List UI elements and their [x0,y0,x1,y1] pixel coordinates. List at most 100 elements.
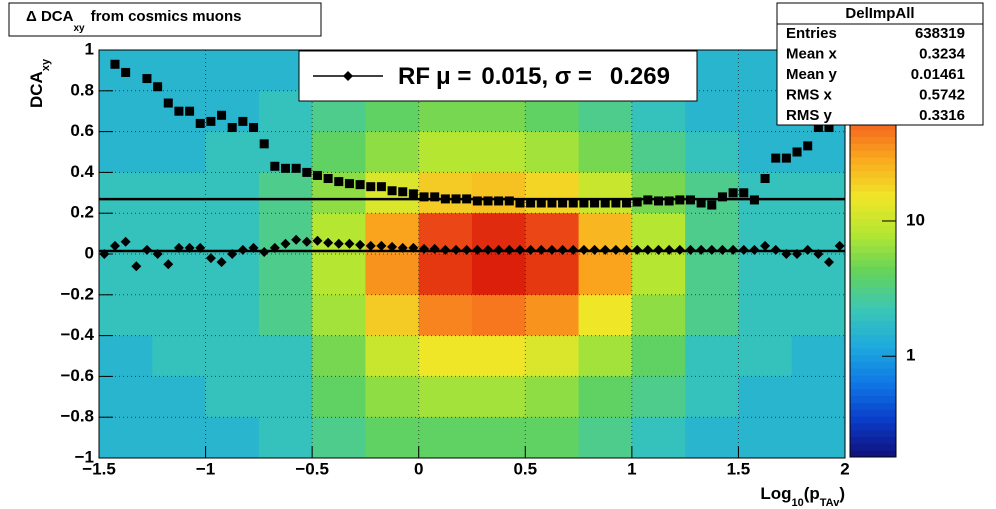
legend-marker [343,71,353,81]
point [578,244,589,255]
point [440,244,451,255]
heat-cell [205,417,260,459]
title-sub: xy [73,23,85,34]
point [430,192,440,202]
heat-cell [631,172,686,214]
color-step [850,163,896,172]
heat-cell [418,254,473,296]
point [153,82,163,92]
z-tick-label: 1 [906,346,915,365]
point [589,244,600,255]
point [525,244,536,255]
stats-box: DelImpAll Entries 638319 Mean x 0.3234 Mean … [776,2,984,126]
heat-cell [152,376,207,418]
point [334,177,344,187]
point [557,244,568,255]
color-step [850,150,896,158]
point [504,244,515,255]
heat-cell [258,254,313,296]
heat-cell [99,417,153,459]
point [515,198,525,208]
heat-cell [472,376,526,418]
heat-cell [578,172,633,214]
point [621,244,632,255]
point [110,59,120,69]
point [355,180,365,190]
color-step [850,204,896,213]
point [824,123,834,133]
point [419,243,430,254]
x-label-mid: (p [804,484,820,503]
point [270,161,280,171]
point [611,198,621,208]
point [813,123,823,133]
point [749,244,760,255]
heat-cell [418,376,473,418]
point [675,195,685,205]
point [813,249,824,259]
heat-cell [472,254,526,296]
heat-cell [738,335,793,377]
point [163,98,173,108]
point [664,244,675,255]
point [802,244,813,255]
point [238,116,248,126]
color-step [850,232,896,240]
x-label-main: Log [760,484,791,503]
point [376,240,387,251]
point [685,244,696,255]
point [152,249,163,259]
heat-cell [365,254,420,296]
point [824,257,835,268]
point [493,244,504,255]
point [771,153,781,163]
heat-cell [738,376,793,418]
heat-cell [152,254,207,296]
heat-cell [312,294,366,337]
color-step [850,436,896,444]
point [504,196,514,206]
point [451,244,462,255]
heat-cell [685,294,739,337]
heat-cell [418,417,473,459]
x-tick-label: 0.5 [513,459,537,478]
heat-cell [791,254,846,296]
point [291,163,301,173]
color-step [850,307,896,315]
heat-cell [472,172,526,214]
point [195,118,205,128]
point [376,182,386,192]
point [429,243,440,254]
point [120,236,131,247]
color-step [850,361,896,369]
heat-cell [312,376,366,418]
point [770,244,781,255]
color-step [850,300,896,308]
heat-cell [791,417,846,459]
heat-cell [99,172,153,214]
heat-cell [99,294,153,337]
x-tick-label: −1.5 [82,459,116,478]
heat-cell [578,294,633,337]
color-step [850,402,896,410]
heat-cell [312,254,366,296]
point [664,196,674,206]
stats-label: Mean x [786,45,838,62]
point [237,244,248,255]
heat-cell [99,90,153,133]
heat-cell [791,294,846,337]
point [632,197,642,207]
point [643,195,653,205]
point [131,261,142,272]
heat-cell [205,131,260,173]
point [514,244,525,255]
point [248,242,259,253]
color-step [850,122,896,131]
heat-cell [578,335,633,377]
color-step [850,422,896,431]
point [749,195,759,205]
color-step [850,157,896,165]
point [781,153,791,163]
color-step [850,197,896,206]
point [760,240,771,251]
